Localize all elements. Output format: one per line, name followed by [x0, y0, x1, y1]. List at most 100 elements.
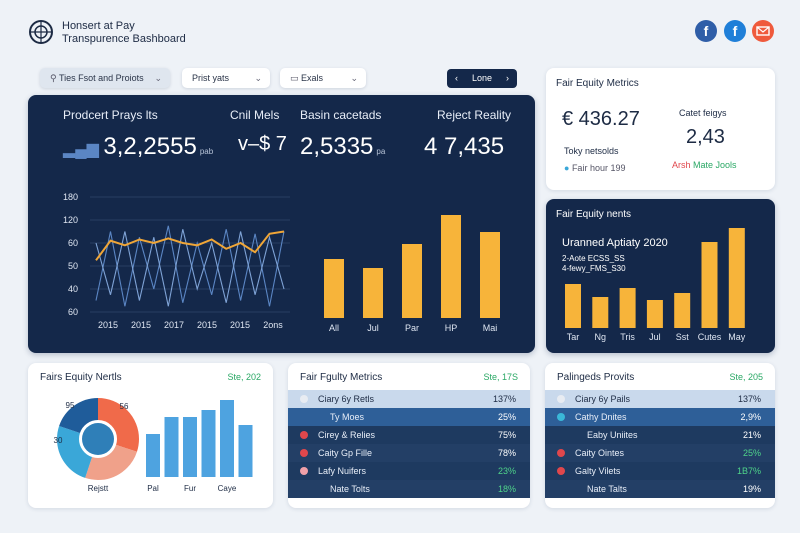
- filter-dropdown[interactable]: ▭ Exals ⌄: [280, 68, 366, 88]
- metric-note: Toky netsolds: [564, 146, 619, 156]
- bar: [220, 400, 234, 477]
- bar: [201, 410, 216, 477]
- kpi-value: ▂▄▆ 3,2,2555 pab: [63, 133, 214, 160]
- y-tick-label: 60: [68, 307, 78, 317]
- filter-label: Prist yats: [192, 73, 230, 83]
- x-tick-label: Sst: [676, 332, 690, 342]
- kpi-value: v–$ 7: [238, 133, 287, 155]
- table-row: Caity Gp Fille 78%: [288, 444, 530, 462]
- y-tick-label: 120: [63, 215, 78, 225]
- social-icons: f f: [695, 20, 774, 42]
- svg-text:f: f: [733, 23, 738, 39]
- table-card: Palingeds Provits Ste, 205 Ciary 6y Pail…: [545, 363, 775, 508]
- card-title: Palingeds Provits: [557, 372, 635, 383]
- table-row: Nate Talts 19%: [545, 480, 775, 498]
- card-subtitle: Uranned Aptiaty 2020: [562, 237, 668, 249]
- metric-label: Catet feigys: [679, 108, 727, 118]
- row-value: 25%: [742, 448, 761, 458]
- row-label: Ciary 6y Pails: [575, 394, 631, 404]
- donut-segment: [57, 398, 139, 480]
- bottom-left-charts: 95 30 56 Rejstt Pal Fur Caye: [54, 398, 253, 493]
- card-badge: Ste, 202: [227, 372, 261, 382]
- card-title: Fair Equity nents: [556, 209, 632, 220]
- metric-value: 2,43: [686, 126, 725, 148]
- x-tick-label: 2017: [164, 320, 184, 330]
- card-title: Fair Equity Metrics: [556, 78, 639, 89]
- row-value: 137%: [737, 394, 761, 404]
- title-line: Honsert at Pay: [62, 20, 135, 32]
- mail-icon[interactable]: [752, 20, 774, 42]
- x-tick-label: Tar: [567, 332, 580, 342]
- filter-label: Exals: [301, 73, 324, 83]
- filter-dropdown[interactable]: ⚲ Ties Fsot and Proiots ⌄: [40, 68, 170, 88]
- row-label: Caity Ointes: [575, 448, 625, 458]
- card-title: Fair Fgulty Metrics: [300, 372, 383, 383]
- y-tick-label: 40: [68, 284, 78, 294]
- bar: [619, 288, 636, 328]
- table-row: Caity Ointes 25%: [545, 444, 775, 462]
- bar: [646, 300, 663, 328]
- row-dot: [557, 449, 565, 457]
- metric-value: € 436.27: [562, 108, 640, 130]
- x-tick-label: May: [728, 332, 746, 342]
- table-row: Nate Tolts 18%: [288, 480, 530, 498]
- donut-label: 56: [120, 402, 129, 411]
- equity-chart: Tar Ng Tris Jul Sst Cutes May: [565, 228, 746, 342]
- table-row: Ciary 6y Retls 137%: [288, 390, 530, 408]
- donut-label: 30: [54, 436, 63, 445]
- kpi-label: Basin cacetads: [300, 108, 382, 122]
- line-series: [95, 225, 285, 307]
- row-label: Ty Moes: [330, 412, 365, 422]
- kpi-label: Prodcert Prays lts: [63, 108, 158, 122]
- main-charts: 180 120 60 50 40 60 2015 2015 2017 2015 2015 2ons Al…: [63, 192, 500, 333]
- bar: [183, 417, 197, 477]
- row-label: Cathy Dnites: [575, 412, 627, 422]
- facebook-icon[interactable]: [695, 20, 717, 42]
- table-row: Cathy Dnites 2,9%: [545, 408, 775, 426]
- nav-label: Lone: [471, 73, 493, 83]
- donut-segment: [57, 398, 139, 480]
- x-tick-label: Pal: [147, 484, 159, 493]
- card-note: 4-fewy_FMS_S30: [562, 264, 626, 273]
- x-tick-label: 2ons: [263, 320, 283, 330]
- filter-dropdown[interactable]: Prist yats ⌄: [182, 68, 270, 88]
- table-row: Ty Moes 25%: [288, 408, 530, 426]
- row-label: Galty Vilets: [575, 466, 621, 476]
- bar: [238, 425, 253, 477]
- card-badge: Ste, 17S: [483, 372, 518, 382]
- row-dot: [557, 467, 565, 475]
- bar: [701, 242, 718, 328]
- x-tick-label: 2015: [230, 320, 250, 330]
- row-label: Lafy Nuifers: [318, 466, 367, 476]
- bar: [565, 284, 581, 328]
- card-badge: Ste, 205: [729, 372, 763, 382]
- bar: [728, 228, 745, 328]
- bar: [592, 297, 609, 328]
- row-value: 21%: [742, 430, 761, 440]
- x-tick-label: Mai: [483, 323, 498, 333]
- facebook-icon[interactable]: [724, 20, 746, 42]
- x-tick-label: 2015: [98, 320, 118, 330]
- card-note: 2-Aote ECSS_SS: [562, 254, 625, 263]
- svg-text:f: f: [704, 23, 709, 39]
- kpi-value: 2,5335 pa: [300, 133, 386, 160]
- bar: [324, 259, 344, 318]
- donut-segment: [57, 398, 139, 480]
- app-title: Honsert at Pay Transpurence Bashboard: [62, 20, 186, 46]
- tags: Arsh Mate Jools: [672, 160, 737, 170]
- row-label: Cirey & Relies: [318, 430, 376, 440]
- donut-hole: [82, 423, 114, 455]
- nav-button[interactable]: ‹ Lone ›: [447, 69, 517, 88]
- x-tick-label: 2015: [197, 320, 217, 330]
- y-tick-label: 60: [68, 238, 78, 248]
- table-row: Galty Vilets 1B7%: [545, 462, 775, 480]
- row-dot: [300, 449, 308, 457]
- kpi-label: Reject Reality: [437, 108, 512, 122]
- logo: [29, 20, 53, 44]
- kpi-label: Cnil Mels: [230, 108, 280, 122]
- row-dot: [300, 467, 308, 475]
- legend: ● Fair hour 199: [564, 163, 626, 173]
- row-value: 1B7%: [736, 466, 761, 476]
- table-row: Ciary 6y Pails 137%: [545, 390, 775, 408]
